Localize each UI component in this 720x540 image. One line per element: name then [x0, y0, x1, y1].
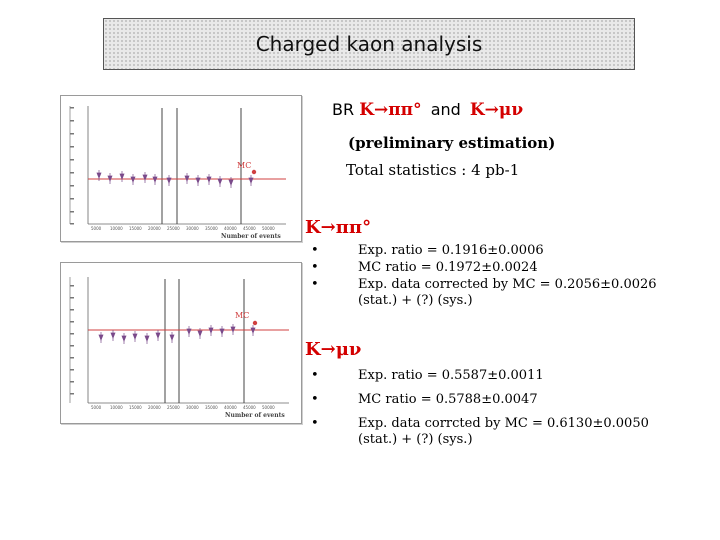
slide-title-box: Charged kaon analysis — [103, 18, 635, 70]
bullet-list-kpipi0: • Exp. ratio = 0.1916±0.0006 • MC ratio = … — [311, 243, 657, 310]
plot-kmunu-x-tick-15000: 15000 — [129, 405, 142, 410]
bullet-item: • MC ratio = 0.1972±0.0024 — [311, 260, 657, 276]
plot-kpipi0-x-tick-5000: 5000 — [91, 226, 102, 231]
plot-kmunu-x-tick-10000: 10000 — [110, 405, 123, 410]
plot-kmunu-mc-point — [252, 320, 258, 326]
plot-kmunu-x-tick-50000: 50000 — [262, 405, 275, 410]
plot-kmunu-frame — [87, 277, 289, 404]
statistics-line: Total statistics : 4 pb-1 — [346, 161, 520, 179]
bullet-text-continued: (stat.) + (?) (sys.) — [358, 432, 473, 447]
br-decay-kmunu: K→μν — [469, 100, 524, 120]
plot-kpipi0-mc-label: MC — [237, 161, 251, 170]
section-heading-kmunu: K→μν — [305, 339, 362, 360]
plot-kpipi0-x-tick-40000: 40000 — [224, 226, 237, 231]
bullet-dot: • — [311, 416, 319, 431]
bullet-item: • Exp. ratio = 0.1916±0.0006 — [311, 243, 657, 259]
br-decay-kpipi0: K→ππ° — [359, 100, 422, 120]
plot-kpipi0-data-points — [96, 170, 254, 188]
plot-kmunu-mc-label: MC — [235, 311, 249, 320]
plot-kmunu-x-tick-40000: 40000 — [224, 405, 237, 410]
plot-kmunu: MC 5000 10000 15000 20000 25000 30000 35… — [60, 262, 302, 424]
plot-kpipi0-x-tick-15000: 15000 — [129, 226, 142, 231]
plot-kpipi0-x-tick-45000: 45000 — [243, 226, 256, 231]
br-prefix: BR — [332, 100, 355, 119]
plot-kmunu-x-tick-25000: 25000 — [167, 405, 180, 410]
plot-kmunu-x-tick-30000: 30000 — [186, 405, 199, 410]
plot-kpipi0-x-axis-label: Number of events — [221, 233, 281, 240]
bullet-item: • MC ratio = 0.5788±0.0047 — [311, 392, 649, 408]
plot-kpipi0-x-tick-25000: 25000 — [167, 226, 180, 231]
plot-kpipi0-frame — [87, 106, 286, 225]
plot-kpipi0-x-tick-10000: 10000 — [110, 226, 123, 231]
plot-kpipi0: MC 5000 10000 15000 20000 25000 30000 35… — [60, 95, 302, 242]
slide-title: Charged kaon analysis — [255, 32, 483, 56]
bullet-dot: • — [311, 260, 319, 275]
plot-kmunu-data-points — [98, 324, 256, 344]
bullet-text: Exp. ratio = 0.5587±0.0011 — [358, 368, 544, 383]
plot-kpipi0-x-tick-30000: 30000 — [186, 226, 199, 231]
bullet-dot: • — [311, 277, 319, 292]
plot-kmunu-x-tick-35000: 35000 — [205, 405, 218, 410]
subtitle: (preliminary estimation) — [348, 134, 556, 152]
br-conjunction: and — [430, 100, 461, 119]
plot-kmunu-svg: MC 5000 10000 15000 20000 25000 30000 35… — [69, 277, 289, 419]
plot-kmunu-y-ticks — [69, 277, 74, 403]
bullet-text: Exp. ratio = 0.1916±0.0006 — [358, 243, 544, 258]
bullet-item: • Exp. data corrected by MC = 0.2056±0.00… — [311, 277, 657, 309]
plot-kpipi0-x-tick-50000: 50000 — [262, 226, 275, 231]
br-heading: BR K→ππ° and K→μν — [332, 100, 523, 120]
plot-kmunu-x-axis-label: Number of events — [225, 412, 285, 419]
plot-kmunu-x-tick-45000: 45000 — [243, 405, 256, 410]
bullet-item: • Exp. data corrcted by MC = 0.6130±0.005… — [311, 416, 649, 448]
bullet-text: Exp. data corrected by MC = 0.2056±0.002… — [358, 277, 657, 292]
bullet-dot: • — [311, 392, 319, 407]
bullet-text: Exp. data corrcted by MC = 0.6130±0.0050 — [358, 416, 649, 431]
plot-kmunu-x-tick-20000: 20000 — [148, 405, 161, 410]
plot-kpipi0-y-ticks — [69, 106, 74, 225]
plot-kpipi0-x-tick-20000: 20000 — [148, 226, 161, 231]
section-heading-kpipi0: K→ππ° — [305, 217, 372, 238]
plot-kpipi0-mc-point — [251, 169, 257, 175]
bullet-text: MC ratio = 0.5788±0.0047 — [358, 392, 538, 407]
plot-kpipi0-x-tick-35000: 35000 — [205, 226, 218, 231]
bullet-dot: • — [311, 243, 319, 258]
bullet-text: MC ratio = 0.1972±0.0024 — [358, 260, 538, 275]
plot-kpipi0-svg: MC 5000 10000 15000 20000 25000 30000 35… — [69, 106, 286, 240]
bullet-list-kmunu: • Exp. ratio = 0.5587±0.0011 • MC ratio = … — [311, 368, 649, 456]
bullet-dot: • — [311, 368, 319, 383]
bullet-text-continued: (stat.) + (?) (sys.) — [358, 293, 473, 308]
bullet-item: • Exp. ratio = 0.5587±0.0011 — [311, 368, 649, 384]
plot-kmunu-x-tick-5000: 5000 — [91, 405, 102, 410]
